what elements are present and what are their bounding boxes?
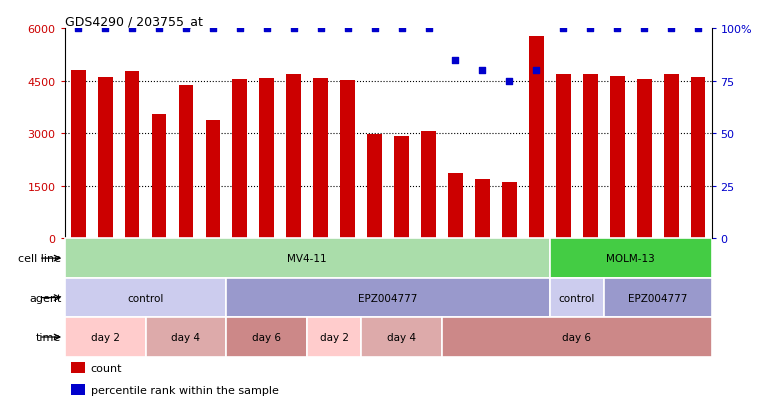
Bar [65,318,145,357]
Bar [227,318,307,357]
Bar [151,115,167,239]
Bar [394,136,409,239]
Point [611,26,623,32]
Bar [448,173,463,239]
Point [638,26,650,32]
Bar [227,278,550,318]
Point [180,26,192,32]
Text: day 4: day 4 [387,332,416,342]
Text: day 6: day 6 [253,332,282,342]
Point [126,26,139,32]
Text: MV4-11: MV4-11 [288,254,327,263]
Text: day 6: day 6 [562,332,591,342]
Point [368,26,380,32]
Bar [529,37,544,239]
Bar [361,318,442,357]
Bar [550,239,712,278]
Point [72,26,84,32]
Bar [260,79,274,239]
Point [584,26,597,32]
Point [288,26,300,32]
Point [234,26,246,32]
Point [503,78,515,85]
Bar [340,81,355,239]
Bar [232,80,247,239]
Bar [65,278,227,318]
Bar [475,180,490,239]
Bar [502,182,517,239]
Text: percentile rank within the sample: percentile rank within the sample [91,385,279,395]
Point [557,26,569,32]
Bar [637,80,651,239]
Bar [97,78,113,239]
Bar [307,318,361,357]
Bar [610,76,625,239]
Text: time: time [37,332,62,342]
Bar [368,135,382,239]
Bar [179,85,193,239]
Bar [205,121,221,239]
Bar [286,75,301,239]
Point [99,26,111,32]
Text: control: control [559,293,595,303]
Text: EPZ004777: EPZ004777 [628,293,687,303]
Bar [314,78,328,239]
Text: day 4: day 4 [171,332,200,342]
Point [396,26,408,32]
Point [476,68,489,74]
Bar [145,318,227,357]
Bar [72,363,85,373]
Point [450,57,462,64]
Text: control: control [127,293,164,303]
Bar [583,75,597,239]
Point [207,26,219,32]
Point [153,26,165,32]
Point [665,26,677,32]
Bar [65,239,550,278]
Point [422,26,435,32]
Bar [691,78,705,239]
Text: count: count [91,363,122,373]
Point [261,26,273,32]
Text: EPZ004777: EPZ004777 [358,293,418,303]
Text: day 2: day 2 [320,332,349,342]
Text: GDS4290 / 203755_at: GDS4290 / 203755_at [65,15,202,28]
Text: MOLM-13: MOLM-13 [607,254,655,263]
Text: day 2: day 2 [91,332,119,342]
Text: agent: agent [29,293,62,303]
Bar [125,71,139,239]
Bar [421,132,436,239]
Point [530,68,543,74]
Point [314,26,326,32]
Text: cell line: cell line [18,254,62,263]
Bar [556,75,571,239]
Bar [664,74,679,239]
Point [342,26,354,32]
Bar [72,385,85,395]
Point [692,26,704,32]
Bar [603,278,712,318]
Bar [550,278,603,318]
Bar [442,318,712,357]
Bar [71,71,85,239]
